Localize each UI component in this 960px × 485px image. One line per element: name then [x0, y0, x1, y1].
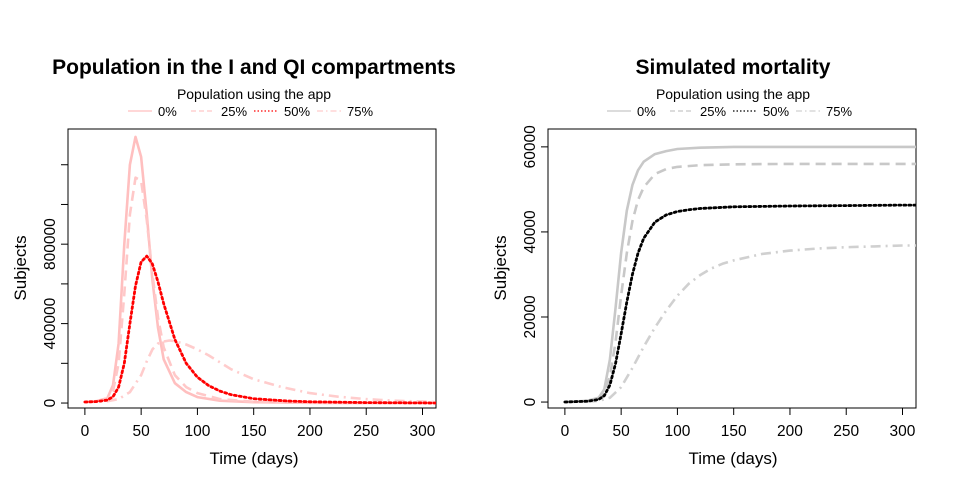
x-tick-label: 0	[561, 423, 570, 440]
x-tick-label: 0	[81, 423, 90, 440]
series-line-50pct	[83, 254, 436, 405]
series-line-25pct	[84, 176, 436, 405]
x-tick-label: 250	[353, 423, 379, 440]
legend-label: 75%	[826, 104, 852, 119]
right-x-axis-label: Time (days)	[688, 449, 777, 468]
legend-label: 75%	[347, 104, 373, 119]
right-series-lines	[563, 145, 916, 404]
right-plot-frame	[547, 128, 917, 409]
x-tick-label: 200	[297, 423, 323, 440]
y-tick-label: 60000	[522, 125, 539, 168]
left-y-axis-label: Subjects	[11, 235, 30, 300]
series-line-25pct	[564, 162, 916, 404]
left-y-axis: 0 400000 800000	[42, 164, 68, 407]
legend-label: 50%	[284, 104, 310, 119]
x-tick-label: 100	[664, 423, 690, 440]
x-tick-label: 300	[890, 423, 916, 440]
right-legend-title: Population using the app	[656, 86, 810, 102]
left-x-axis: 0 50 100 150 200 250 300	[81, 408, 436, 440]
left-x-axis-label: Time (days)	[209, 449, 298, 468]
right-legend: 0% 25% 50% 75%	[607, 104, 852, 119]
left-legend: 0% 25% 50% 75%	[128, 104, 373, 119]
right-x-axis: 0 50 100 150 200 250 300	[561, 408, 916, 440]
x-tick-label: 300	[410, 423, 436, 440]
series-line-75pct	[564, 244, 916, 404]
right-chart-title: Simulated mortality	[636, 56, 831, 79]
left-legend-title: Population using the app	[177, 86, 331, 102]
x-tick-label: 200	[777, 423, 803, 440]
left-plot-frame	[67, 128, 437, 409]
legend-label: 0%	[158, 104, 177, 119]
legend-label: 0%	[637, 104, 656, 119]
right-y-axis-label: Subjects	[491, 235, 510, 300]
y-tick-label: 0	[42, 398, 59, 407]
x-tick-label: 50	[613, 423, 631, 440]
y-tick-label: 40000	[522, 210, 539, 253]
x-tick-label: 250	[833, 423, 859, 440]
x-tick-label: 100	[184, 423, 210, 440]
series-line-0pct	[564, 145, 916, 404]
y-tick-label: 400000	[42, 297, 59, 349]
legend-label: 25%	[700, 104, 726, 119]
y-tick-label: 800000	[42, 218, 59, 270]
legend-label: 25%	[221, 104, 247, 119]
right-chart-panel: Simulated mortality Population using the…	[491, 56, 917, 468]
x-tick-label: 150	[721, 423, 747, 440]
left-series-lines	[83, 135, 436, 405]
x-tick-label: 150	[241, 423, 267, 440]
y-tick-label: 20000	[522, 295, 539, 338]
legend-label: 50%	[763, 104, 789, 119]
left-chart-panel: Population in the I and QI compartments …	[11, 56, 456, 468]
x-tick-label: 50	[133, 423, 151, 440]
right-y-axis: 0 20000 40000 60000	[522, 125, 548, 406]
y-tick-label: 0	[522, 397, 539, 406]
series-line-75pct	[84, 339, 436, 404]
series-line-50pct	[563, 203, 916, 404]
left-chart-title: Population in the I and QI compartments	[52, 56, 456, 79]
